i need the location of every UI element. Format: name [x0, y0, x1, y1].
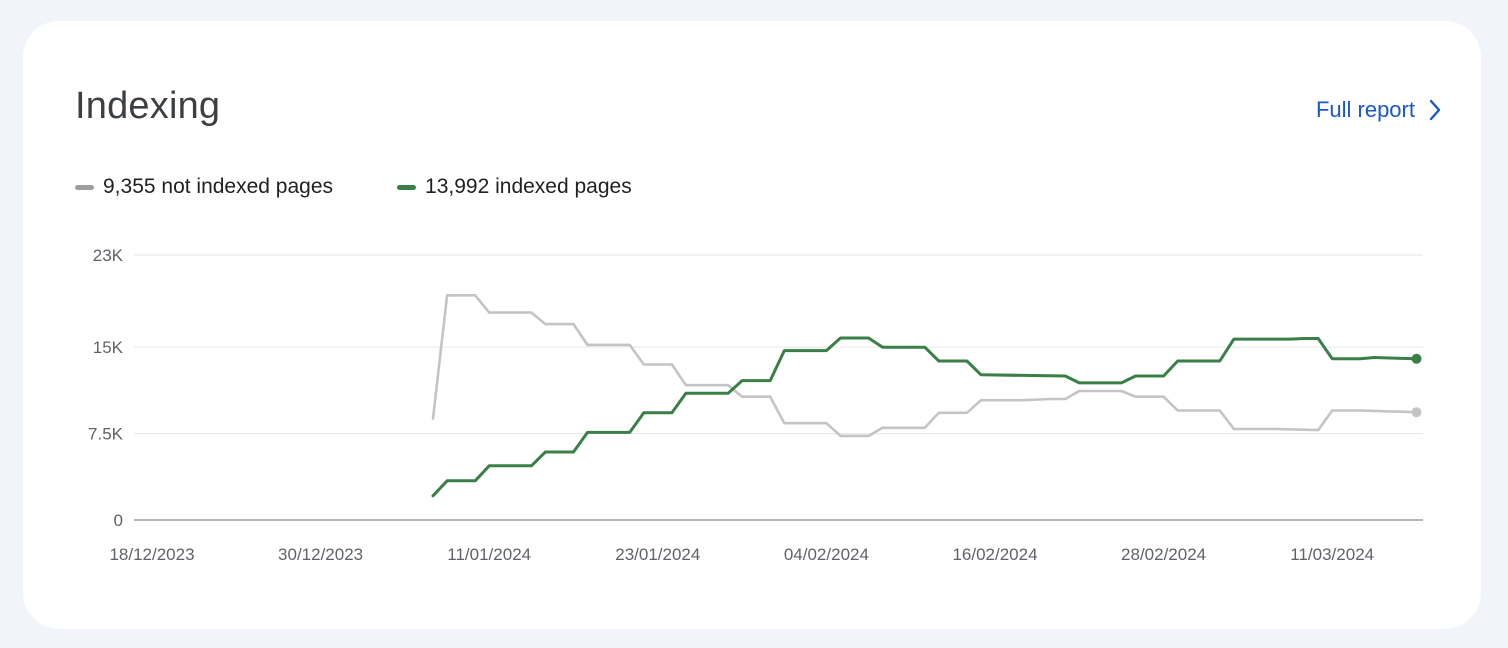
y-tick-label: 0: [114, 511, 123, 530]
series-line-not-indexed: [431, 293, 1418, 438]
legend-item-not-indexed[interactable]: 9,355 not indexed pages: [75, 175, 333, 199]
x-tick-label: 28/02/2024: [1121, 545, 1206, 564]
y-tick-label: 7.5K: [88, 425, 124, 444]
x-tick-label: 16/02/2024: [952, 545, 1037, 564]
x-tick-label: 18/12/2023: [109, 545, 194, 564]
indexing-card: Indexing Full report 9,355 not indexed p…: [23, 21, 1481, 629]
full-report-label: Full report: [1315, 97, 1415, 122]
card-title: Indexing: [75, 85, 221, 127]
legend-swatch-not-indexed: [75, 184, 94, 190]
x-tick-label: 04/02/2024: [784, 545, 869, 564]
x-tick-label: 23/01/2024: [615, 545, 700, 564]
series-end-point-not-indexed: [1411, 407, 1422, 418]
legend-swatch-indexed: [397, 184, 417, 190]
y-tick-label: 15K: [93, 338, 124, 357]
x-tick-label: 11/01/2024: [447, 545, 531, 564]
legend-label-not-indexed: 9,355 not indexed pages: [103, 175, 334, 198]
chart-legend: 9,355 not indexed pages 13,992 indexed p…: [75, 175, 632, 199]
chevron-right-icon: [1429, 99, 1441, 121]
series-line-indexed: [431, 336, 1418, 498]
y-tick-label: 23K: [93, 246, 124, 265]
full-report-link[interactable]: Full report: [1316, 97, 1441, 123]
legend-item-indexed[interactable]: 13,992 indexed pages: [397, 175, 632, 199]
series-end-point-indexed: [1411, 353, 1422, 364]
x-tick-label: 30/12/2023: [278, 545, 363, 564]
legend-label-indexed: 13,992 indexed pages: [425, 175, 632, 198]
x-tick-label: 11/03/2024: [1290, 545, 1374, 564]
